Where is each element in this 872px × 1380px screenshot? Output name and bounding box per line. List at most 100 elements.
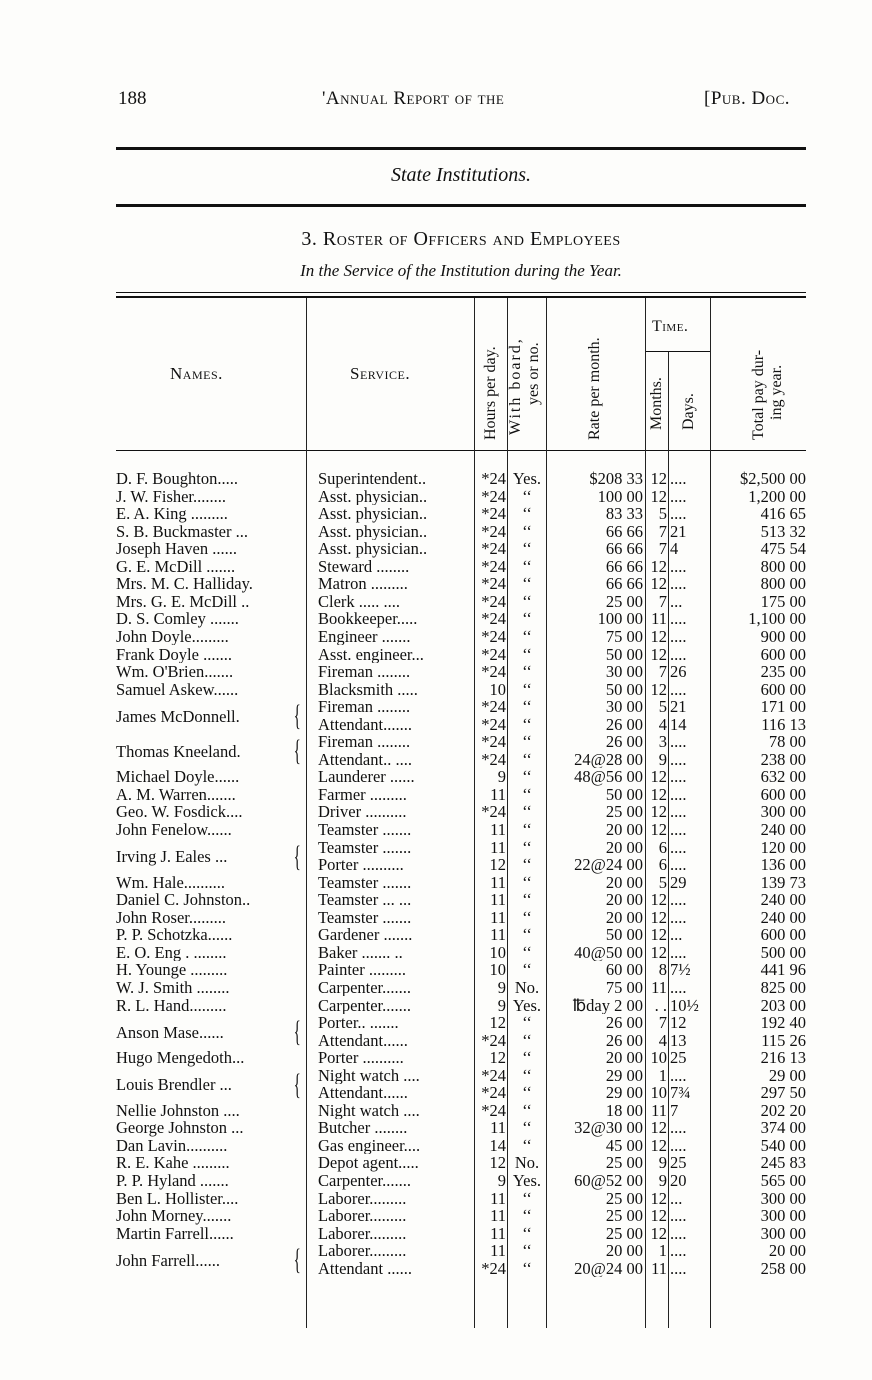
service-cell: Attendant.. .... bbox=[318, 750, 412, 769]
rate-cell: 100 00 bbox=[597, 487, 643, 506]
months-cell: 5 bbox=[658, 873, 667, 892]
column-divider bbox=[668, 352, 669, 1328]
rate-cell: 26 00 bbox=[605, 733, 643, 751]
employee-name: John Roser......... bbox=[116, 908, 227, 927]
rate-cell: 66 66 bbox=[605, 575, 643, 593]
board-cell: ‘‘ bbox=[522, 487, 532, 506]
column-divider bbox=[546, 298, 547, 1328]
brace: { bbox=[293, 839, 301, 873]
hours-cell: *24 bbox=[481, 803, 506, 821]
table-row: P. P. Hyland ....... Carpenter....... 9 Yes… bbox=[0, 1172, 872, 1190]
board-cell: ‘‘ bbox=[522, 1014, 532, 1032]
total-pay-cell: 416 65 bbox=[760, 505, 806, 523]
hours-cell: *24 bbox=[481, 505, 506, 523]
total-pay-cell: 258 00 bbox=[760, 1259, 806, 1278]
rate-cell: 20 00 bbox=[605, 908, 643, 927]
total-pay-cell: 240 00 bbox=[760, 908, 806, 927]
header-rule bbox=[116, 147, 806, 150]
months-cell: 3 bbox=[658, 733, 667, 751]
days-cell: .... bbox=[670, 1066, 687, 1085]
rate-cell: 26 00 bbox=[605, 1031, 643, 1050]
months-cell: 12 bbox=[650, 645, 668, 663]
hours-cell: *24 bbox=[481, 557, 506, 576]
board-cell: ‘‘ bbox=[522, 1049, 532, 1067]
table-row: Fireman ........ *24 ‘‘ 26 00 3.... 78 00 bbox=[0, 733, 872, 751]
days-cell: .... bbox=[670, 1207, 687, 1225]
table-row: D. F. Boughton..... Superintendent.. *24 Ye… bbox=[0, 470, 872, 488]
total-pay-cell: 240 00 bbox=[760, 891, 806, 909]
total-pay-cell: 513 32 bbox=[760, 522, 806, 541]
brace: { bbox=[293, 1015, 301, 1049]
months-cell: 12 bbox=[650, 785, 668, 804]
table-row: Attendant....... *24 ‘‘ 26 00 4 14 116 13 bbox=[0, 716, 872, 734]
service-cell: Painter ......... bbox=[318, 961, 406, 979]
total-pay-cell: 300 00 bbox=[760, 1189, 806, 1208]
board-cell: Yes. bbox=[512, 996, 542, 1014]
hours-cell: 11 bbox=[490, 873, 506, 892]
rate-cell: ℔day 2 00 bbox=[572, 996, 643, 1014]
table-row: Attendant...... *24 ‘‘ 29 00 10 7¾ 297 50 bbox=[0, 1084, 872, 1102]
employee-name: Mrs. G. E. McDill .. bbox=[116, 592, 250, 611]
total-pay-cell: 240 00 bbox=[760, 821, 806, 839]
hours-cell: *24 bbox=[481, 627, 506, 646]
hours-cell: *24 bbox=[481, 522, 506, 541]
months-cell: 8 bbox=[658, 961, 667, 979]
service-cell: Superintendent.. bbox=[318, 470, 427, 488]
months-cell: 12 bbox=[650, 627, 668, 646]
days-cell: .... bbox=[670, 1224, 687, 1243]
service-cell: Butcher ........ bbox=[318, 1119, 408, 1137]
rate-cell: 45 00 bbox=[605, 1136, 643, 1155]
table-row: Wm. O'Brien....... Fireman ........ *24 ‘‘ 3… bbox=[0, 663, 872, 681]
rate-cell: 22@24 00 bbox=[574, 856, 643, 874]
board-cell: ‘‘ bbox=[522, 750, 532, 769]
employee-name: Ben L. Hollister.... bbox=[116, 1189, 239, 1208]
months-cell: 6 bbox=[658, 856, 667, 874]
employee-name: George Johnston ... bbox=[116, 1119, 244, 1137]
rate-cell: 50 00 bbox=[605, 926, 643, 944]
employee-name: John Fenelow...... bbox=[116, 821, 232, 839]
column-divider bbox=[710, 298, 711, 1328]
rate-cell: 50 00 bbox=[605, 645, 643, 663]
column-header-board-2: yes or no. bbox=[525, 342, 542, 405]
time-header-rule bbox=[646, 351, 710, 352]
hours-cell: *24 bbox=[481, 470, 506, 488]
employee-name: D. F. Boughton..... bbox=[116, 470, 238, 488]
table-header-bottom-rule bbox=[116, 450, 806, 451]
service-cell: Fireman ........ bbox=[318, 698, 411, 716]
total-pay-cell: 192 40 bbox=[760, 1014, 806, 1032]
employee-name: H. Younge ......... bbox=[116, 961, 228, 979]
table-row: Mrs. M. C. Halliday. Matron ......... *24 ‘… bbox=[0, 575, 872, 593]
service-cell: Porter .......... bbox=[318, 1049, 404, 1067]
days-cell: .... bbox=[670, 821, 687, 839]
employee-name: Wm. O'Brien....... bbox=[116, 663, 234, 681]
service-cell: Night watch .... bbox=[318, 1066, 420, 1085]
months-cell: 6 bbox=[658, 838, 667, 857]
rate-cell: 20 00 bbox=[605, 838, 643, 857]
board-cell: ‘‘ bbox=[522, 873, 532, 892]
brace: { bbox=[293, 1067, 301, 1101]
rate-cell: 20 00 bbox=[605, 1049, 643, 1067]
total-pay-cell: 475 54 bbox=[760, 540, 806, 558]
hours-cell: 11 bbox=[490, 1207, 506, 1225]
total-pay-cell: 565 00 bbox=[760, 1172, 806, 1190]
service-cell: Farmer ......... bbox=[318, 785, 407, 804]
months-cell: 5 bbox=[658, 505, 667, 523]
total-pay-cell: 29 00 bbox=[768, 1066, 806, 1085]
hours-cell: 9 bbox=[497, 996, 506, 1014]
table-row: Frank Doyle ....... Asst. engineer... *24 ‘… bbox=[0, 646, 872, 664]
service-cell: Attendant...... bbox=[318, 1031, 408, 1050]
total-pay-cell: 115 26 bbox=[761, 1031, 806, 1050]
days-cell: 4 bbox=[670, 540, 679, 558]
board-cell: ‘‘ bbox=[522, 821, 532, 839]
days-cell: .... bbox=[670, 505, 687, 523]
table-row: John Morney....... Laborer......... 11 ‘‘ 25… bbox=[0, 1207, 872, 1225]
days-cell: .... bbox=[670, 1242, 687, 1260]
days-cell: 10½ bbox=[670, 996, 699, 1014]
days-cell: ... bbox=[670, 592, 683, 611]
days-cell: .... bbox=[670, 470, 687, 488]
table-row: Teamster ....... 11 ‘‘ 20 00 6.... 120 00 bbox=[0, 839, 872, 857]
employee-name: D. S. Comley ....... bbox=[116, 610, 239, 628]
board-cell: ‘‘ bbox=[522, 1189, 532, 1208]
rate-cell: 25 00 bbox=[605, 1189, 643, 1208]
board-cell: ‘‘ bbox=[522, 961, 532, 979]
